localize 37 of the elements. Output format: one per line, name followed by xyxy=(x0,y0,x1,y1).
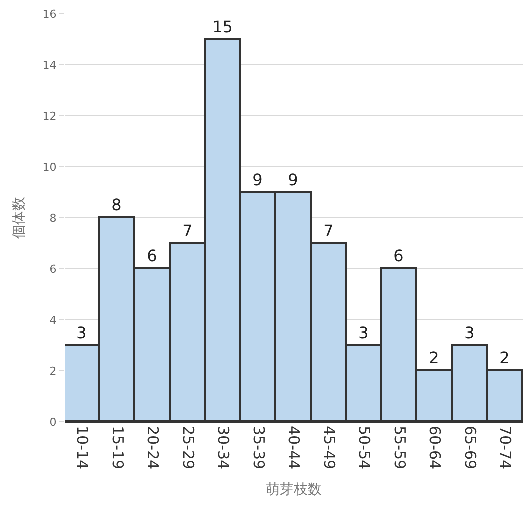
x-tick-label: 20-24 xyxy=(144,426,162,470)
data-label: 9 xyxy=(288,170,298,190)
y-tick-label: 2 xyxy=(50,364,57,378)
x-tick-label: 25-29 xyxy=(179,426,198,470)
data-label: 7 xyxy=(324,221,334,240)
data-label: 2 xyxy=(429,348,440,368)
x-tick-label: 15-19 xyxy=(108,426,127,470)
data-label: 8 xyxy=(112,195,122,214)
data-label: 3 xyxy=(76,323,87,342)
y-tick-label: 0 xyxy=(50,416,57,429)
y-tick-label: 6 xyxy=(50,262,57,276)
y-axis-title: 個体数 xyxy=(11,197,28,239)
data-label: 9 xyxy=(252,170,263,190)
x-tick-label: 45-49 xyxy=(320,426,338,470)
data-label: 7 xyxy=(182,221,193,240)
y-tick-label: 8 xyxy=(50,212,57,225)
data-label: 2 xyxy=(500,348,510,368)
data-label: 6 xyxy=(147,246,158,266)
x-tick-label: 40-44 xyxy=(285,426,304,470)
x-tick-label: 65-69 xyxy=(461,426,480,470)
x-axis-title: 萌芽枝数 xyxy=(266,482,322,498)
x-tick-label: 10-14 xyxy=(74,426,92,470)
x-tick-label: 50-54 xyxy=(356,426,374,470)
data-label: 15 xyxy=(212,17,233,36)
data-label: 3 xyxy=(358,323,369,342)
y-tick-label: 10 xyxy=(42,160,57,174)
x-tick-label: 60-64 xyxy=(426,426,444,470)
y-tick-label: 12 xyxy=(42,110,57,123)
data-label: 6 xyxy=(394,246,404,266)
x-tick-label: 35-39 xyxy=(250,426,268,470)
y-tick-label: 14 xyxy=(42,58,57,72)
data-label: 3 xyxy=(464,323,475,342)
x-tick-label: 30-34 xyxy=(214,426,233,470)
x-tick-label: 70-74 xyxy=(496,426,515,470)
y-tick-label: 16 xyxy=(42,8,57,21)
x-tick-label: 55-59 xyxy=(390,426,409,470)
y-tick-label: 4 xyxy=(50,314,57,327)
